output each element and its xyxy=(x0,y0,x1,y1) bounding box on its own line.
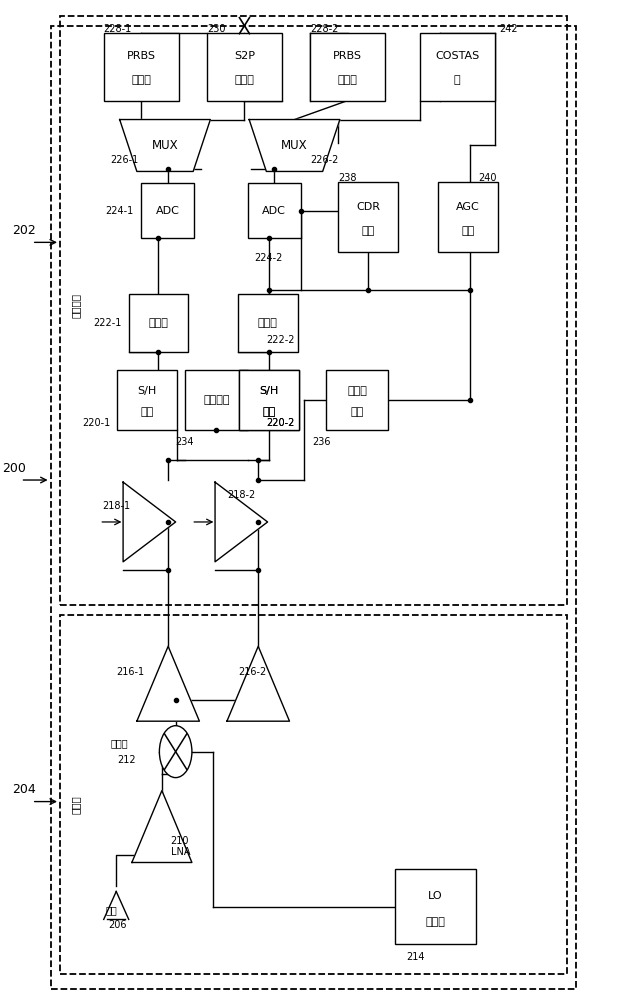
Text: MUX: MUX xyxy=(152,139,179,152)
Polygon shape xyxy=(132,791,192,862)
Text: 转换器: 转换器 xyxy=(234,75,254,85)
Text: 电路: 电路 xyxy=(361,226,375,236)
Text: 226-1: 226-1 xyxy=(110,155,138,165)
Bar xyxy=(239,370,299,430)
Text: 234: 234 xyxy=(175,437,194,447)
Bar xyxy=(238,294,298,352)
Text: AGC: AGC xyxy=(456,202,480,212)
Text: 接收器: 接收器 xyxy=(70,795,80,814)
Bar xyxy=(207,33,282,101)
Text: 224-1: 224-1 xyxy=(106,206,134,216)
Bar xyxy=(420,33,494,101)
Text: 242: 242 xyxy=(499,24,518,34)
Text: 236: 236 xyxy=(312,437,330,447)
Text: ADC: ADC xyxy=(156,206,180,216)
Text: 发生器: 发生器 xyxy=(425,917,445,927)
Bar xyxy=(439,182,498,252)
Text: MUX: MUX xyxy=(281,139,308,152)
Text: 220-2: 220-2 xyxy=(266,418,295,428)
Text: 天线: 天线 xyxy=(106,905,117,915)
Polygon shape xyxy=(120,120,210,171)
Text: 222-2: 222-2 xyxy=(266,335,295,345)
Polygon shape xyxy=(249,120,340,171)
Text: 224-2: 224-2 xyxy=(254,253,282,263)
Text: 时钟电路: 时钟电路 xyxy=(203,395,230,405)
Text: 眼扫描: 眼扫描 xyxy=(347,386,367,396)
Bar xyxy=(185,370,248,430)
Text: LNA: LNA xyxy=(171,847,190,857)
Bar xyxy=(60,615,567,974)
Text: 204: 204 xyxy=(13,783,36,796)
Text: ADC: ADC xyxy=(262,206,286,216)
Bar xyxy=(394,869,476,944)
Bar xyxy=(104,33,179,101)
Bar xyxy=(310,33,385,101)
Text: COSTAS: COSTAS xyxy=(435,51,479,61)
Text: S/H: S/H xyxy=(137,386,157,396)
Text: S/H: S/H xyxy=(260,386,279,396)
Bar xyxy=(338,182,398,252)
Text: 电路: 电路 xyxy=(461,226,475,236)
Bar xyxy=(118,370,177,430)
Text: S2P: S2P xyxy=(234,51,255,61)
Text: 206: 206 xyxy=(109,920,127,930)
Text: 电路: 电路 xyxy=(263,407,276,417)
Text: 混频器: 混频器 xyxy=(111,739,128,749)
Bar xyxy=(128,294,188,352)
Text: 216-1: 216-1 xyxy=(116,667,144,677)
Circle shape xyxy=(160,726,192,778)
Text: PRBS: PRBS xyxy=(333,51,362,61)
Text: 210: 210 xyxy=(171,836,189,846)
Text: 214: 214 xyxy=(406,952,424,962)
Bar xyxy=(239,370,299,430)
Bar xyxy=(141,183,194,238)
Text: PRBS: PRBS xyxy=(127,51,156,61)
Text: 228-1: 228-1 xyxy=(104,24,132,34)
Text: 电路: 电路 xyxy=(351,407,364,417)
Text: 218-2: 218-2 xyxy=(227,490,255,500)
Text: 202: 202 xyxy=(13,224,36,237)
Text: 216-2: 216-2 xyxy=(238,667,266,677)
Text: 218-1: 218-1 xyxy=(102,501,130,511)
Text: 基带电路: 基带电路 xyxy=(70,293,80,318)
Polygon shape xyxy=(137,646,199,721)
Text: 222-1: 222-1 xyxy=(93,318,122,328)
Text: LO: LO xyxy=(428,891,442,901)
Text: 电跹: 电跹 xyxy=(263,407,276,417)
Text: 230: 230 xyxy=(207,24,225,34)
Bar xyxy=(51,26,576,989)
Text: 环: 环 xyxy=(454,75,460,85)
Text: 238: 238 xyxy=(338,173,357,183)
Polygon shape xyxy=(215,482,268,562)
Text: 226-2: 226-2 xyxy=(310,155,339,165)
Polygon shape xyxy=(123,482,175,562)
Text: 200: 200 xyxy=(3,462,26,475)
Text: 检验器: 检验器 xyxy=(338,75,358,85)
Text: S/H: S/H xyxy=(260,386,279,396)
Polygon shape xyxy=(227,646,289,721)
Text: 212: 212 xyxy=(118,755,136,765)
Text: 滤波器: 滤波器 xyxy=(258,318,278,328)
Text: 220-2: 220-2 xyxy=(266,418,295,428)
Text: 228-2: 228-2 xyxy=(310,24,339,34)
Bar xyxy=(326,370,388,430)
Text: 电路: 电路 xyxy=(141,407,154,417)
Bar xyxy=(248,183,301,238)
Text: 220-1: 220-1 xyxy=(82,418,110,428)
Bar xyxy=(60,16,567,605)
Text: 240: 240 xyxy=(478,173,496,183)
Text: 滤波器: 滤波器 xyxy=(149,318,168,328)
Text: CDR: CDR xyxy=(356,202,380,212)
Text: 检验器: 检验器 xyxy=(131,75,151,85)
